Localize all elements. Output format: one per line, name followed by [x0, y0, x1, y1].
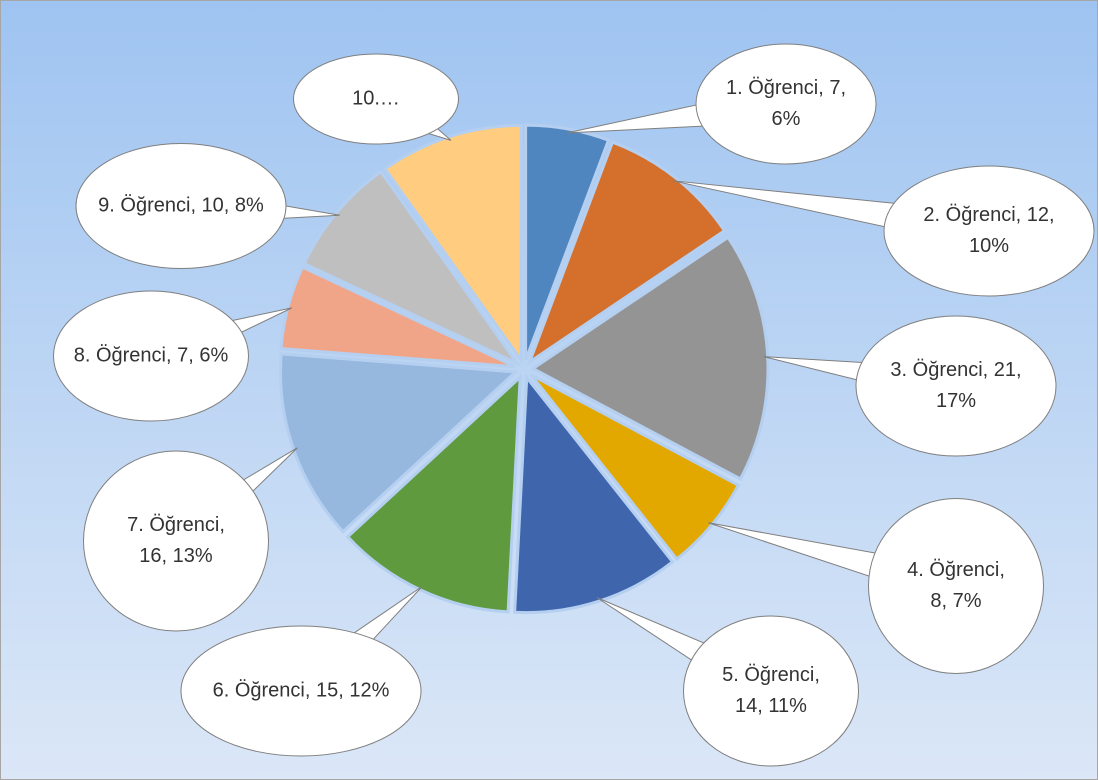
callout-bubble	[883, 165, 1095, 297]
callout-bubble	[855, 315, 1057, 457]
data-label: 8. Öğrenci, 7, 6%	[73, 344, 229, 367]
data-label: 9. Öğrenci, 10, 8%	[98, 194, 264, 217]
callout-bubble	[180, 625, 422, 757]
data-label: 2. Öğrenci, 12, 10%	[923, 204, 1055, 257]
callout-bubble	[695, 43, 877, 165]
data-label: 7. Öğrenci, 16, 13%	[127, 514, 225, 567]
pie-slice	[529, 373, 741, 562]
pie-slice	[345, 373, 522, 614]
pie-slice	[279, 265, 516, 369]
data-label: 10.…	[352, 87, 400, 110]
callout-bubble	[83, 450, 269, 632]
data-label: 6. Öğrenci, 15, 12%	[212, 679, 390, 702]
pie-slice	[526, 140, 727, 366]
data-label: 5. Öğrenci, 14, 11%	[722, 664, 820, 717]
data-label: 3. Öğrenci, 21, 17%	[890, 359, 1022, 412]
data-label: 1. Öğrenci, 7, 6%	[725, 77, 847, 130]
pie-slice	[524, 123, 611, 361]
pie-slice	[383, 123, 523, 366]
callout-bubble	[75, 143, 287, 269]
pie-slice	[279, 352, 520, 534]
data-label: 4. Öğrenci, 8, 7%	[907, 559, 1005, 612]
callout-bubble	[53, 290, 249, 422]
pie-slice	[513, 373, 675, 615]
callout-bubble	[683, 615, 859, 767]
pie-slice	[302, 169, 522, 368]
callout-bubble	[868, 498, 1044, 674]
callout-bubble	[293, 53, 459, 145]
